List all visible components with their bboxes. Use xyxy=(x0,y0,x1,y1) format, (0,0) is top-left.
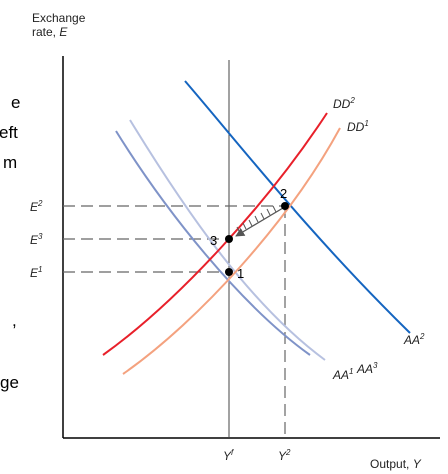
curve-dd1 xyxy=(122,127,341,375)
x-axis-title: Output, Y xyxy=(370,457,422,471)
y-tick-e1: E1 xyxy=(30,265,42,280)
x-tick-yf: Yf xyxy=(223,448,234,463)
x-tick-y2: Y2 xyxy=(278,448,291,463)
y-axis-title-line1: Exchange xyxy=(32,11,86,25)
y-axis-title-line2: rate, E xyxy=(32,25,68,39)
y-tick-e3: E3 xyxy=(30,232,43,247)
point-3-label: 3 xyxy=(210,233,217,248)
label-aa2: AA2 xyxy=(403,332,425,347)
point-2-label: 2 xyxy=(280,186,287,201)
curve-aa1 xyxy=(115,130,311,356)
clipped-text-fragment-4: , xyxy=(12,311,17,330)
point-2 xyxy=(281,202,289,210)
point-1-label: 1 xyxy=(237,266,244,281)
clipped-text-fragment-2: eft xyxy=(0,123,18,142)
curve-aa3 xyxy=(129,119,326,361)
point-3 xyxy=(225,235,233,243)
clipped-text-fragment-3: m xyxy=(3,153,18,172)
label-aa3: AA3 xyxy=(356,361,378,376)
clipped-text-fragment-5: ge xyxy=(0,373,19,392)
label-dd2: DD2 xyxy=(333,96,355,111)
curve-aa2 xyxy=(184,80,411,334)
label-dd1: DD1 xyxy=(347,119,369,134)
point-1 xyxy=(225,268,233,276)
y-tick-e2: E2 xyxy=(30,199,43,214)
label-aa1: AA1 xyxy=(332,367,353,382)
adjustment-arrow xyxy=(235,205,284,237)
clipped-text-fragment-1: e xyxy=(11,93,21,112)
curve-dd2 xyxy=(102,112,328,356)
